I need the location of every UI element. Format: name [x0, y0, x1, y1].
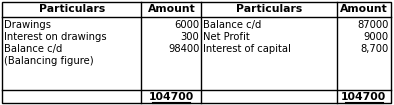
Text: Particulars: Particulars — [39, 5, 105, 14]
Text: Interest of capital: Interest of capital — [203, 44, 291, 54]
Text: Amount: Amount — [340, 5, 388, 14]
Text: 98400: 98400 — [168, 44, 199, 54]
Text: 8,700: 8,700 — [361, 44, 388, 54]
Text: 104700: 104700 — [149, 91, 194, 102]
Text: Drawings: Drawings — [4, 20, 51, 30]
Text: (Balancing figure): (Balancing figure) — [4, 56, 94, 66]
Text: 6000: 6000 — [174, 20, 199, 30]
Text: 9000: 9000 — [364, 32, 388, 42]
Text: Net Profit: Net Profit — [203, 32, 250, 42]
Text: 300: 300 — [180, 32, 199, 42]
Text: Particulars: Particulars — [236, 5, 302, 14]
Text: Balance c/d: Balance c/d — [4, 44, 62, 54]
Text: Amount: Amount — [147, 5, 195, 14]
Text: Balance c/d: Balance c/d — [203, 20, 262, 30]
Text: Interest on drawings: Interest on drawings — [4, 32, 107, 42]
Text: 104700: 104700 — [341, 91, 387, 102]
Text: 87000: 87000 — [357, 20, 388, 30]
